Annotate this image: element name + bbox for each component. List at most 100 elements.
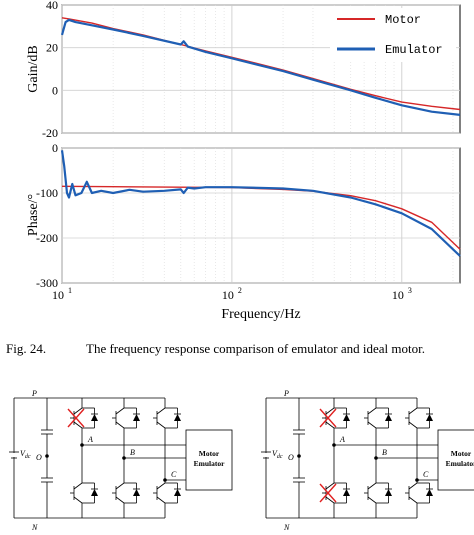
diode-icon: [91, 489, 98, 496]
n-label: N: [283, 523, 290, 532]
emitter: [156, 496, 166, 504]
x-tick-label: 10: [222, 288, 234, 302]
diode-icon: [426, 414, 433, 421]
emitter: [73, 421, 83, 429]
emitter: [367, 496, 377, 504]
motor-emulator-box: [437, 429, 474, 491]
x-tick-exponent: 1: [68, 286, 72, 295]
phase-label: C: [423, 470, 429, 479]
phase-label: A: [339, 435, 345, 444]
diode-icon: [343, 489, 350, 496]
emitter: [115, 421, 125, 429]
igbt-switch: [319, 480, 350, 506]
gain-y-label: Gain/dB: [26, 45, 41, 92]
legend-motor-label: Motor: [385, 13, 421, 27]
y-tick-label: -20: [42, 126, 58, 140]
caption-text: The frequency response comparison of emu…: [86, 341, 425, 356]
emitter: [367, 421, 377, 429]
igbt-switch: [153, 405, 181, 431]
igbt-switch: [364, 405, 392, 431]
o-label: O: [36, 453, 42, 462]
box-label-line2: Emulator: [446, 459, 474, 468]
phase-y-label: Phase/°: [26, 194, 41, 236]
igbt-switch: [405, 405, 433, 431]
bode-plot: 40 20 0 -20 Gain/dB Motor Emulator 0 -100 -20…: [26, 0, 461, 322]
collector: [156, 407, 166, 415]
x-axis-label: Frequency/Hz: [221, 307, 300, 322]
motor-emulator-box: [185, 429, 233, 491]
phase-label: B: [130, 448, 135, 457]
y-tick-label: 40: [46, 0, 58, 12]
diode-icon: [133, 489, 140, 496]
diode-icon: [133, 414, 140, 421]
phase-label: A: [87, 435, 93, 444]
emitter: [408, 496, 418, 504]
igbt-switch: [112, 480, 140, 506]
collector: [115, 407, 125, 415]
collector: [408, 407, 418, 415]
igbt-switch: [364, 480, 392, 506]
igbt-switch: [112, 405, 140, 431]
emitter: [325, 421, 335, 429]
x-tick-label: 10: [392, 288, 404, 302]
collector: [408, 482, 418, 490]
box-label-line1: Motor: [451, 449, 472, 458]
gain-panel: 40 20 0 -20 Gain/dB Motor Emulator: [26, 0, 461, 140]
emitter: [325, 496, 335, 504]
gain-legend: Motor Emulator: [330, 8, 456, 62]
igbt-switch: [153, 480, 181, 506]
igbt-switch: [70, 480, 98, 506]
x-tick-label: 10: [52, 288, 64, 302]
diode-icon: [174, 489, 181, 496]
emitter: [73, 496, 83, 504]
emitter: [156, 421, 166, 429]
y-tick-label: -100: [36, 186, 58, 200]
diode-icon: [385, 489, 392, 496]
diode-icon: [385, 414, 392, 421]
junction-dot: [297, 454, 301, 458]
figure-caption: Fig. 24. The frequency response compariso…: [6, 341, 474, 357]
x-tick-exponent: 2: [238, 286, 242, 295]
battery-gap: [8, 453, 20, 457]
phase-y-ticks: 0 -100 -200 -300: [36, 141, 58, 290]
collector: [367, 407, 377, 415]
collector: [367, 482, 377, 490]
diode-icon: [343, 414, 350, 421]
junction-dot: [45, 454, 49, 458]
phase-label: B: [382, 448, 387, 457]
n-label: N: [31, 523, 38, 532]
box-label-line1: Motor: [199, 449, 220, 458]
collector: [325, 482, 335, 490]
box-label-line2: Emulator: [194, 459, 226, 468]
inverter-circuits: VdcPNOABCMotorEmulatorVdcPNOABCMotorEmul…: [8, 389, 474, 532]
collector: [73, 407, 83, 415]
collector: [73, 482, 83, 490]
diode-icon: [174, 414, 181, 421]
phase-x-ticks: 10 1 10 2 10 3: [52, 286, 412, 302]
collector: [156, 482, 166, 490]
legend-box: [330, 8, 456, 62]
diode-icon: [426, 489, 433, 496]
y-tick-label: 20: [46, 41, 58, 55]
legend-emulator-label: Emulator: [385, 43, 443, 57]
battery-gap: [260, 453, 272, 457]
cross-mark-icon: [319, 483, 337, 503]
phase-grid: [61, 147, 460, 284]
igbt-switch: [405, 480, 433, 506]
emitter: [115, 496, 125, 504]
y-tick-label: -300: [36, 276, 58, 290]
phase-lines: [60, 150, 461, 257]
phase-axes: [61, 147, 461, 284]
y-tick-label: -200: [36, 231, 58, 245]
phase-label: C: [171, 470, 177, 479]
p-label: P: [31, 389, 37, 398]
p-label: P: [283, 389, 289, 398]
cross-mark-icon: [67, 408, 85, 428]
phase-panel: 0 -100 -200 -300 10 1 10 2 10 3 Phase/° Frequenc…: [26, 141, 461, 322]
gain-y-ticks: 40 20 0 -20: [42, 0, 58, 140]
y-tick-label: 0: [52, 83, 58, 97]
caption-label: Fig. 24.: [6, 341, 47, 356]
vdc-label: Vdc: [20, 449, 31, 460]
